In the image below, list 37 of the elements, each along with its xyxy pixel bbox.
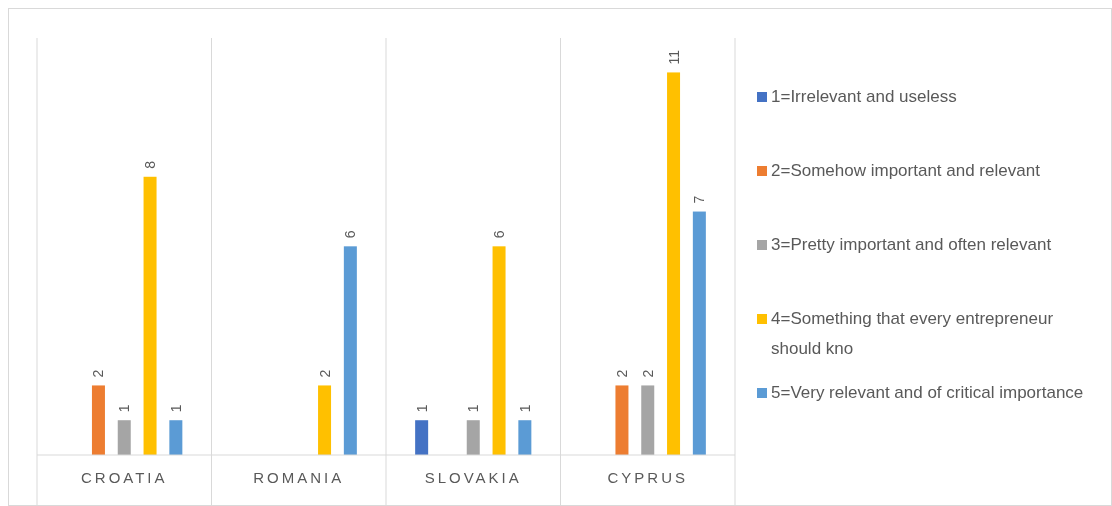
bar (143, 176, 157, 455)
x-tick-label: SLOVAKIA (424, 469, 522, 486)
bar (91, 385, 105, 455)
bar (641, 385, 655, 455)
data-label: 1 (465, 404, 482, 413)
x-tick-label: CROATIA (80, 469, 168, 486)
legend-label: 2=Somehow important and relevant (771, 161, 1041, 180)
legend-label: 1=Irrelevant and useless (771, 87, 957, 106)
bar (466, 420, 480, 455)
data-label: 8 (142, 160, 159, 169)
bar (667, 72, 681, 455)
bar (318, 385, 332, 455)
data-label: 6 (342, 230, 359, 239)
bar (169, 420, 183, 455)
data-label: 1 (516, 404, 533, 413)
bar (415, 420, 429, 455)
bar (117, 420, 131, 455)
data-label: 2 (639, 369, 656, 378)
legend-label: 3=Pretty important and often relevant (771, 235, 1052, 254)
data-label: 11 (665, 49, 682, 65)
data-label: 2 (316, 369, 333, 378)
bar (343, 246, 357, 455)
data-label: 1 (116, 404, 133, 413)
bar (518, 420, 532, 455)
data-label: 7 (691, 195, 708, 204)
data-label: 2 (613, 369, 630, 378)
legend-label: 4=Something that every entrepreneur should kno (771, 309, 1054, 358)
data-label: 6 (491, 230, 508, 239)
data-label: 1 (167, 404, 184, 413)
bar (492, 246, 506, 455)
legend-label: 5=Very relevant and of critical importance (771, 383, 1084, 402)
bar (615, 385, 629, 455)
x-tick-label: ROMANIA (253, 469, 345, 486)
data-label: 1 (413, 404, 430, 413)
x-tick-label: CYPRUS (607, 469, 689, 486)
bar (692, 211, 706, 455)
data-label: 2 (90, 369, 107, 378)
